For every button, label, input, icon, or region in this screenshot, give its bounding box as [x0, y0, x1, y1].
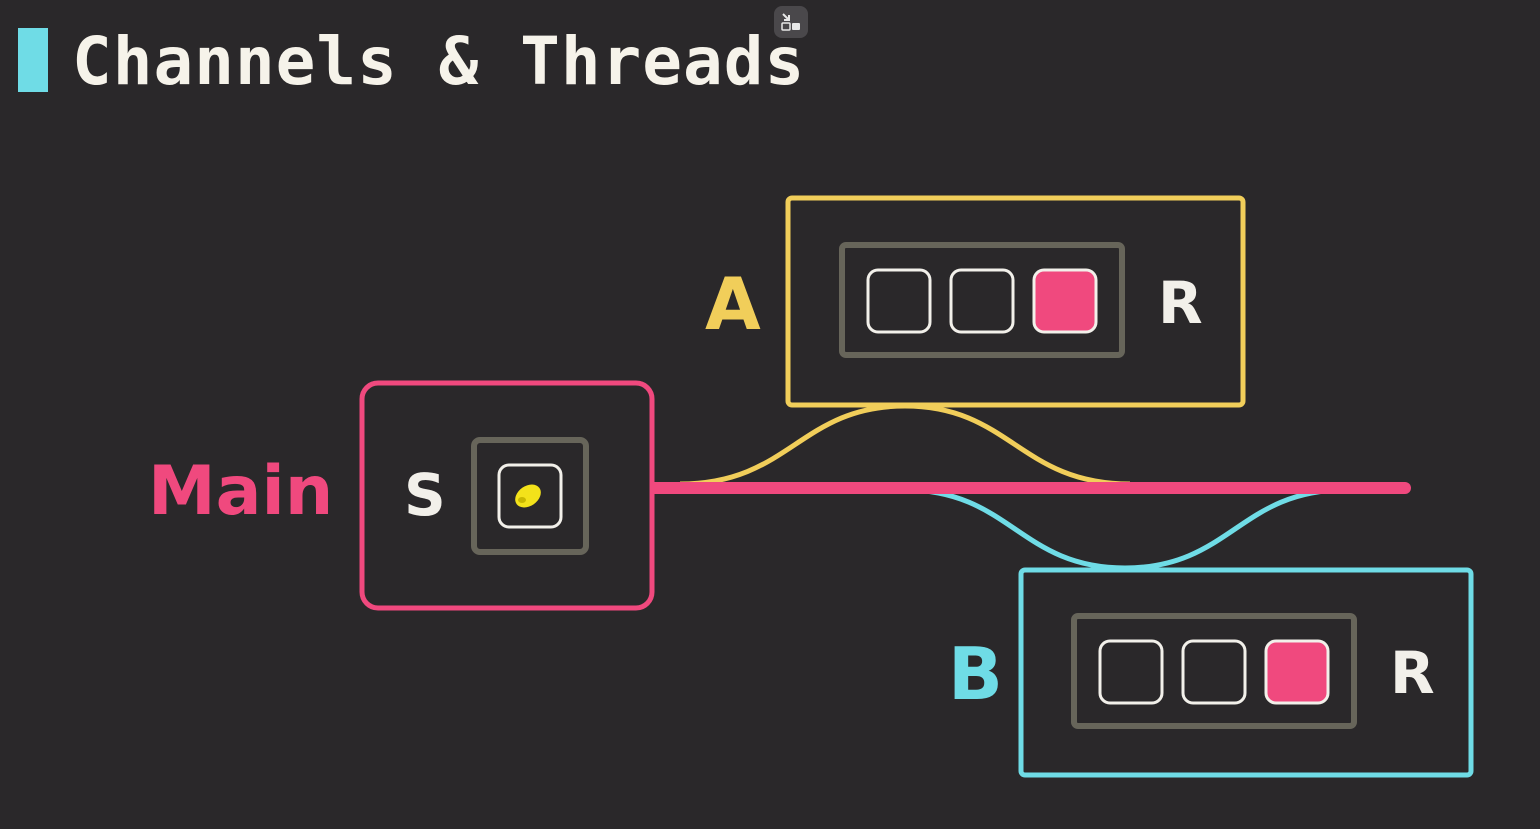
thread-a-label: A [705, 262, 761, 346]
thread-a-slot-1 [866, 268, 932, 334]
main-thread-label: Main [148, 452, 334, 531]
page-title: Channels & Threads [72, 23, 806, 100]
title-accent-bar [18, 28, 48, 92]
thread-b-slot-3 [1264, 639, 1330, 705]
exit-fullscreen-icon [781, 13, 800, 31]
thread-b-receiver-label: R [1390, 639, 1435, 707]
thread-b-slot-1 [1098, 639, 1164, 705]
lemon-icon [515, 484, 541, 508]
thread-a-slot-3 [1032, 268, 1098, 334]
connector-b [904, 487, 1346, 571]
thread-a-receiver-label: R [1158, 269, 1203, 337]
connector-a [679, 403, 1131, 487]
thread-b-slot-2 [1181, 639, 1247, 705]
thread-b-label: B [948, 632, 1003, 716]
thread-a-slot-2 [949, 268, 1015, 334]
sender-label: S [404, 461, 446, 529]
exit-fullscreen-button[interactable] [774, 6, 808, 38]
